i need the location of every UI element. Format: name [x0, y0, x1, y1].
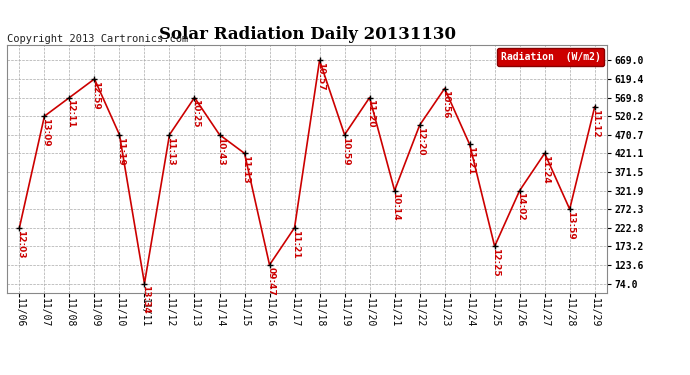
Text: 12:59: 12:59: [91, 81, 100, 110]
Text: 10:25: 10:25: [191, 99, 200, 128]
Text: 09:47: 09:47: [266, 267, 275, 296]
Text: Copyright 2013 Cartronics.com: Copyright 2013 Cartronics.com: [7, 34, 188, 44]
Text: 14:02: 14:02: [516, 192, 525, 221]
Text: 12:20: 12:20: [416, 127, 425, 156]
Text: 11:13: 11:13: [241, 155, 250, 184]
Text: 11:24: 11:24: [542, 155, 551, 184]
Text: 11:21: 11:21: [466, 146, 475, 175]
Text: 11:13: 11:13: [166, 136, 175, 165]
Legend: Radiation  (W/m2): Radiation (W/m2): [497, 48, 604, 66]
Text: 12:25: 12:25: [491, 248, 500, 277]
Title: Solar Radiation Daily 20131130: Solar Radiation Daily 20131130: [159, 27, 455, 44]
Text: 11:19: 11:19: [116, 136, 125, 165]
Text: 10:14: 10:14: [391, 192, 400, 221]
Text: 10:59: 10:59: [342, 136, 351, 165]
Text: 12:11: 12:11: [66, 99, 75, 128]
Text: 11:21: 11:21: [291, 230, 300, 258]
Text: 10:57: 10:57: [316, 62, 325, 91]
Text: 13:09: 13:09: [41, 118, 50, 147]
Text: 12:03: 12:03: [16, 230, 25, 258]
Text: 10:56: 10:56: [442, 90, 451, 119]
Text: 11:12: 11:12: [591, 109, 600, 137]
Text: 11:20: 11:20: [366, 99, 375, 128]
Text: 13:34: 13:34: [141, 285, 150, 314]
Text: 10:43: 10:43: [216, 136, 225, 165]
Text: 13:59: 13:59: [566, 211, 575, 240]
